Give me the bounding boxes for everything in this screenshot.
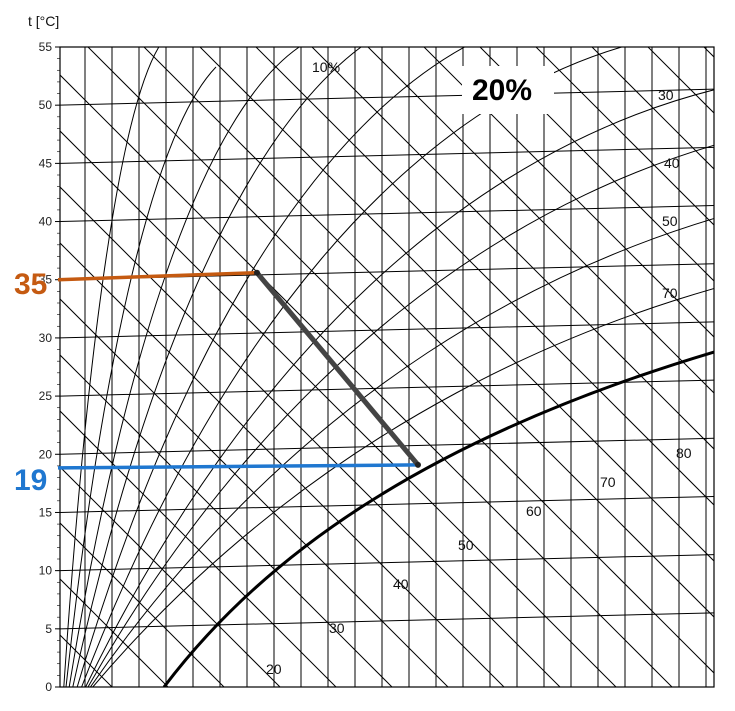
enthalpy-gridline xyxy=(60,578,169,687)
enthalpy-gridline xyxy=(60,522,225,687)
temperature-gridline xyxy=(60,554,714,572)
rh-curve xyxy=(68,47,300,687)
y-tick-label: 45 xyxy=(39,156,53,170)
enthalpy-gridline xyxy=(591,47,714,170)
rh-curve xyxy=(76,47,466,687)
rh-label-70-low: 70 xyxy=(600,474,616,490)
temperature-gridline xyxy=(60,437,714,455)
y-tick-label: 15 xyxy=(39,505,53,519)
rh-label-50-low: 50 xyxy=(458,537,474,553)
enthalpy-gridline xyxy=(60,186,561,687)
y-tick-label: 55 xyxy=(39,40,53,54)
rh-label-40-low: 40 xyxy=(393,576,409,592)
humidity-curves xyxy=(63,47,714,687)
temperature-gridline xyxy=(60,612,714,630)
enthalpy-gridline xyxy=(423,47,714,338)
y-tick-label: 10 xyxy=(39,564,53,578)
rh-curve xyxy=(87,144,714,687)
temperature-gridline xyxy=(60,88,714,106)
outlet-point xyxy=(415,461,421,468)
y-tick-label: 25 xyxy=(39,389,53,403)
rh-label-80: 80 xyxy=(676,445,692,461)
enthalpy-gridline xyxy=(60,410,337,687)
enthalpy-gridline xyxy=(703,47,714,58)
rh-curve xyxy=(85,89,714,687)
inlet-temperature-line xyxy=(57,270,258,282)
y-tick-label: 0 xyxy=(45,680,52,694)
rh-label-20: 20 xyxy=(266,661,282,677)
rh-curve xyxy=(63,47,160,687)
enthalpy-gridline xyxy=(0,47,56,687)
inlet-point xyxy=(254,269,260,276)
rh-label-70-high: 70 xyxy=(662,285,678,301)
enthalpy-gridline xyxy=(255,47,714,506)
process-path-line xyxy=(255,271,420,467)
enthalpy-gridline xyxy=(535,47,714,226)
rh-label-40-high: 40 xyxy=(664,155,680,171)
enthalpy-gridline xyxy=(647,47,714,114)
rh-curve xyxy=(89,218,714,687)
enthalpy-gridline xyxy=(60,354,393,687)
process-marks xyxy=(57,269,421,470)
enthalpy-gridline xyxy=(60,298,449,687)
highlight-rh-background xyxy=(462,66,554,114)
y-tick-label: 30 xyxy=(39,331,53,345)
enthalpy-gridline xyxy=(199,47,714,562)
y-tick-label: 40 xyxy=(39,215,53,229)
temperature-gridline xyxy=(60,495,714,513)
rh-curve xyxy=(92,288,714,687)
y-tick-label: 35 xyxy=(39,273,53,287)
temperature-gridline xyxy=(60,146,714,164)
enthalpy-gridline xyxy=(60,242,505,687)
plot-border xyxy=(59,46,715,688)
temperature-gridline xyxy=(60,379,714,397)
inlet-temperature-label: 35 xyxy=(14,268,47,301)
rh-label-50-high: 50 xyxy=(662,213,678,229)
y-tick-label: 20 xyxy=(39,447,53,461)
saturation-curve xyxy=(162,350,714,687)
rh-label-30-high: 30 xyxy=(658,87,674,103)
rh-label-30-low: 30 xyxy=(329,620,345,636)
rh-curve xyxy=(72,47,363,687)
enthalpy-gridline xyxy=(60,74,673,687)
y-tick-label: 5 xyxy=(45,622,52,636)
plot-frame xyxy=(55,46,715,688)
enthalpy-gridline xyxy=(479,47,714,282)
enthalpy-gridline xyxy=(143,47,714,618)
y-tick-labels: 0 5 10 15 20 25 30 35 40 45 50 55 xyxy=(39,40,53,694)
outlet-temperature-line xyxy=(57,463,419,470)
y-tick-label: 50 xyxy=(39,98,53,112)
temperature-gridline xyxy=(60,321,714,339)
rh-label-60: 60 xyxy=(526,503,542,519)
enthalpy-gridline xyxy=(367,47,714,394)
enthalpy-gridline xyxy=(60,130,617,687)
outlet-temperature-label: 19 xyxy=(14,464,47,497)
chart-grid xyxy=(0,47,714,687)
rh-label-10: 10% xyxy=(312,59,340,75)
enthalpy-gridline xyxy=(311,47,714,450)
rh-curve xyxy=(65,66,217,687)
y-axis-title: t [°C] xyxy=(28,13,59,29)
highlight-rh-label: 20% xyxy=(472,74,532,107)
enthalpy-gridline xyxy=(87,47,714,674)
temperature-gridline xyxy=(60,205,714,223)
enthalpy-gridline xyxy=(60,466,281,687)
